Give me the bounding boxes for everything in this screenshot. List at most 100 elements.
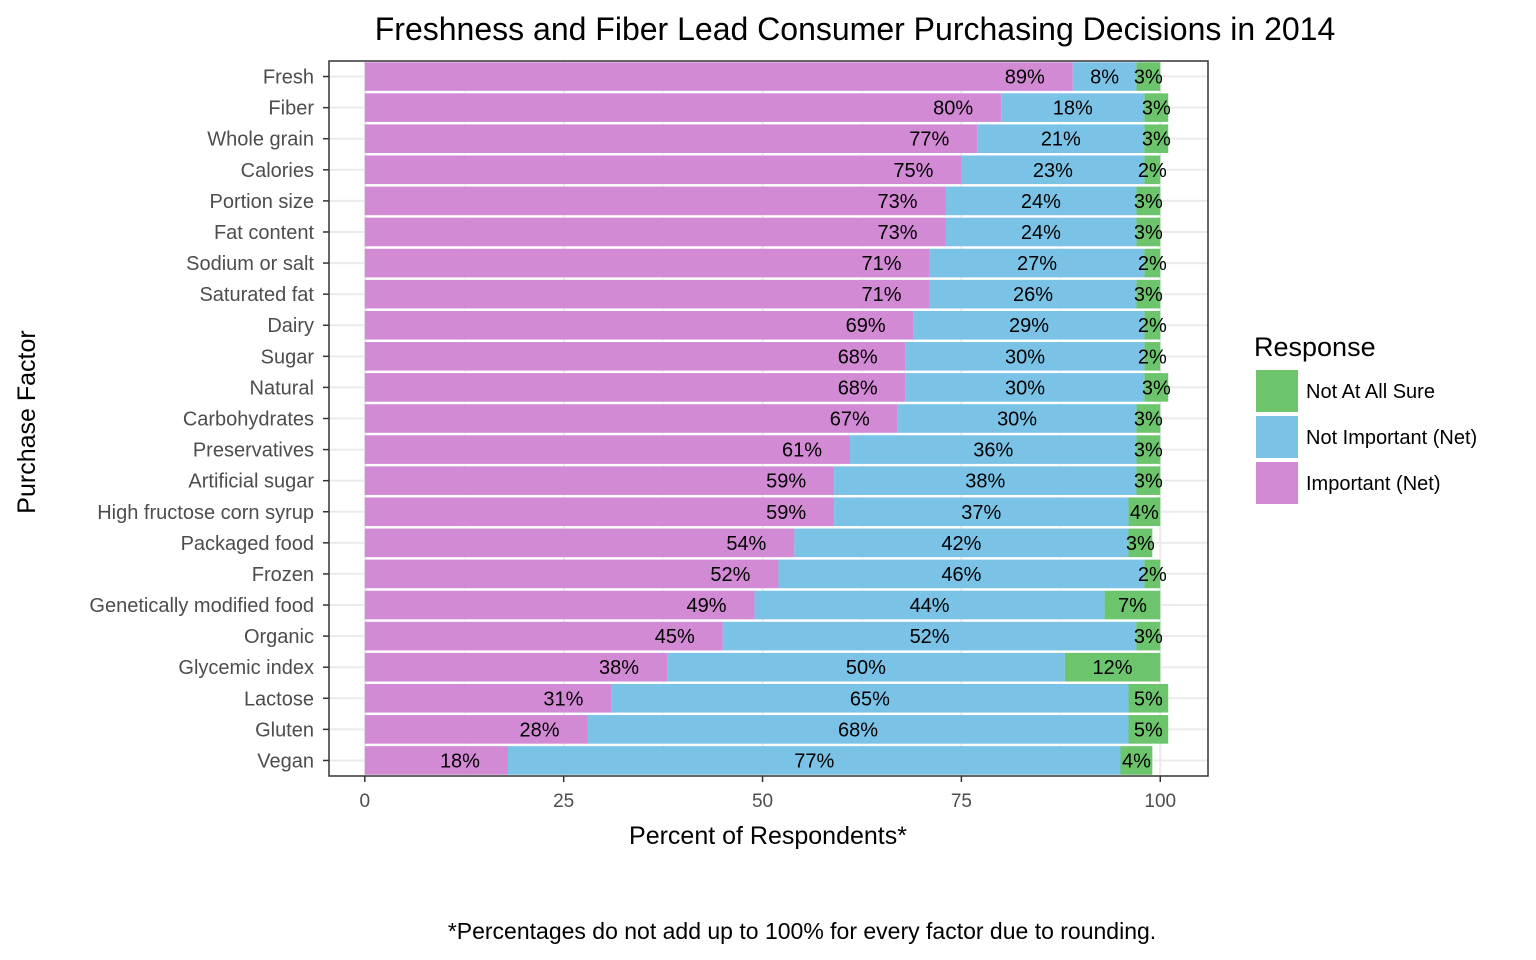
x-axis-title: Percent of Respondents* bbox=[629, 822, 907, 850]
category-label: Fresh bbox=[263, 67, 314, 89]
category-label: Dairy bbox=[267, 315, 314, 337]
bar-value-label: 75% bbox=[893, 160, 933, 182]
bar-value-label: 68% bbox=[838, 719, 878, 741]
bar-segment bbox=[1128, 683, 1169, 713]
bar-segment bbox=[1136, 466, 1161, 495]
bar-segment bbox=[364, 435, 851, 464]
bar-value-label: 45% bbox=[655, 626, 695, 648]
category-label: Genetically modified food bbox=[89, 595, 314, 617]
bar-value-label: 3% bbox=[1134, 471, 1163, 493]
bar-value-label: 38% bbox=[965, 471, 1005, 493]
bar-value-label: 18% bbox=[1053, 98, 1093, 120]
bar-value-label: 12% bbox=[1093, 657, 1133, 679]
bar-value-label: 30% bbox=[997, 409, 1037, 431]
bar-segment bbox=[1144, 342, 1161, 371]
bar-segment bbox=[1136, 621, 1161, 651]
bar-segment bbox=[1136, 62, 1161, 91]
bar-segment bbox=[611, 683, 1129, 713]
bar-value-label: 52% bbox=[710, 564, 750, 586]
bar-segment bbox=[897, 404, 1137, 433]
legend-title: Response bbox=[1254, 332, 1376, 362]
bar-segment bbox=[1120, 746, 1153, 775]
category-label: High fructose corn syrup bbox=[97, 502, 314, 524]
bar-value-label: 49% bbox=[687, 595, 727, 617]
bar-value-label: 27% bbox=[1017, 253, 1057, 275]
bar-value-label: 3% bbox=[1134, 626, 1163, 648]
bar-segment bbox=[1128, 528, 1153, 558]
bar-segment bbox=[913, 310, 1145, 340]
category-label: Sodium or salt bbox=[186, 253, 314, 275]
bar-segment bbox=[929, 248, 1145, 278]
bar-value-label: 3% bbox=[1126, 533, 1155, 555]
category-label: Glycemic index bbox=[178, 657, 314, 679]
bar-segment bbox=[587, 715, 1129, 744]
bar-segment bbox=[1136, 217, 1161, 247]
bar-value-label: 2% bbox=[1138, 315, 1167, 337]
bar-value-label: 77% bbox=[909, 129, 949, 151]
bar-value-label: 8% bbox=[1090, 67, 1119, 89]
bar-value-label: 26% bbox=[1013, 284, 1053, 306]
category-label: Preservatives bbox=[193, 440, 314, 462]
legend-swatch bbox=[1256, 462, 1298, 504]
bar-value-label: 54% bbox=[726, 533, 766, 555]
bar-value-label: 24% bbox=[1021, 222, 1061, 244]
bar-value-label: 71% bbox=[862, 284, 902, 306]
legend-swatch bbox=[1256, 416, 1298, 458]
category-label: Fiber bbox=[268, 98, 314, 120]
bar-segment bbox=[507, 746, 1121, 775]
bar-value-label: 3% bbox=[1134, 284, 1163, 306]
bar-value-label: 59% bbox=[766, 471, 806, 493]
bar-segment bbox=[929, 279, 1137, 309]
bar-value-label: 24% bbox=[1021, 191, 1061, 213]
bar-segment bbox=[364, 590, 755, 620]
bar-segment bbox=[1136, 404, 1161, 433]
bar-value-label: 3% bbox=[1142, 98, 1171, 120]
y-axis: Fresh Fiber Whole grain Calories Portion siz… bbox=[89, 67, 329, 772]
bar-value-label: 89% bbox=[1005, 67, 1045, 89]
bar-segment bbox=[1144, 248, 1161, 278]
legend: Response Not At All Sure Not Important (N… bbox=[1254, 332, 1477, 504]
bar-segment bbox=[364, 621, 723, 651]
bar-segment bbox=[364, 746, 508, 775]
category-label: Carbohydrates bbox=[183, 409, 314, 431]
bar-segment bbox=[1144, 124, 1169, 154]
x-tick-label: 0 bbox=[360, 791, 371, 812]
bar-value-label: 67% bbox=[830, 409, 870, 431]
bar-segment bbox=[364, 497, 835, 527]
bar-value-label: 77% bbox=[794, 750, 834, 772]
category-label: Frozen bbox=[252, 564, 314, 586]
category-label: Whole grain bbox=[207, 129, 314, 151]
bar-value-label: 3% bbox=[1134, 191, 1163, 213]
legend-label: Not Important (Net) bbox=[1306, 427, 1477, 449]
legend-label: Important (Net) bbox=[1306, 473, 1440, 495]
bar-segment bbox=[945, 217, 1137, 247]
bar-value-label: 59% bbox=[766, 502, 806, 524]
bar-segment bbox=[1072, 62, 1137, 91]
bar-value-label: 3% bbox=[1134, 67, 1163, 89]
y-axis-title: Purchase Factor bbox=[13, 330, 41, 513]
bar-value-label: 2% bbox=[1138, 160, 1167, 182]
category-label: Vegan bbox=[257, 750, 314, 772]
bar-value-label: 18% bbox=[440, 750, 480, 772]
bar-value-label: 3% bbox=[1134, 409, 1163, 431]
bar-segment bbox=[1001, 93, 1145, 122]
bar-segment bbox=[364, 248, 930, 278]
bar-value-label: 5% bbox=[1134, 688, 1163, 710]
x-axis: 0 25 50 75 100 bbox=[360, 776, 1176, 812]
bar-value-label: 7% bbox=[1118, 595, 1147, 617]
bar-segment bbox=[834, 466, 1137, 495]
bar-segment bbox=[1128, 715, 1169, 744]
bar-segment bbox=[1064, 652, 1161, 682]
bar-segment bbox=[1128, 497, 1161, 527]
chart-title: Freshness and Fiber Lead Consumer Purcha… bbox=[375, 11, 1336, 47]
bar-segment bbox=[364, 373, 906, 402]
bar-labels: 89% 8% 3% 80% 18% 3% 77% 21% 3% 75% 23% 2% 73% 24% 3% 7… bbox=[440, 67, 1171, 773]
bar-segment bbox=[364, 155, 962, 185]
bar-segment bbox=[364, 528, 795, 558]
bar-value-label: 50% bbox=[846, 657, 886, 679]
bar-value-label: 2% bbox=[1138, 253, 1167, 275]
bar-value-label: 69% bbox=[846, 315, 886, 337]
bar-segment bbox=[977, 124, 1145, 154]
category-label: Calories bbox=[241, 160, 314, 182]
category-label: Saturated fat bbox=[199, 284, 314, 306]
